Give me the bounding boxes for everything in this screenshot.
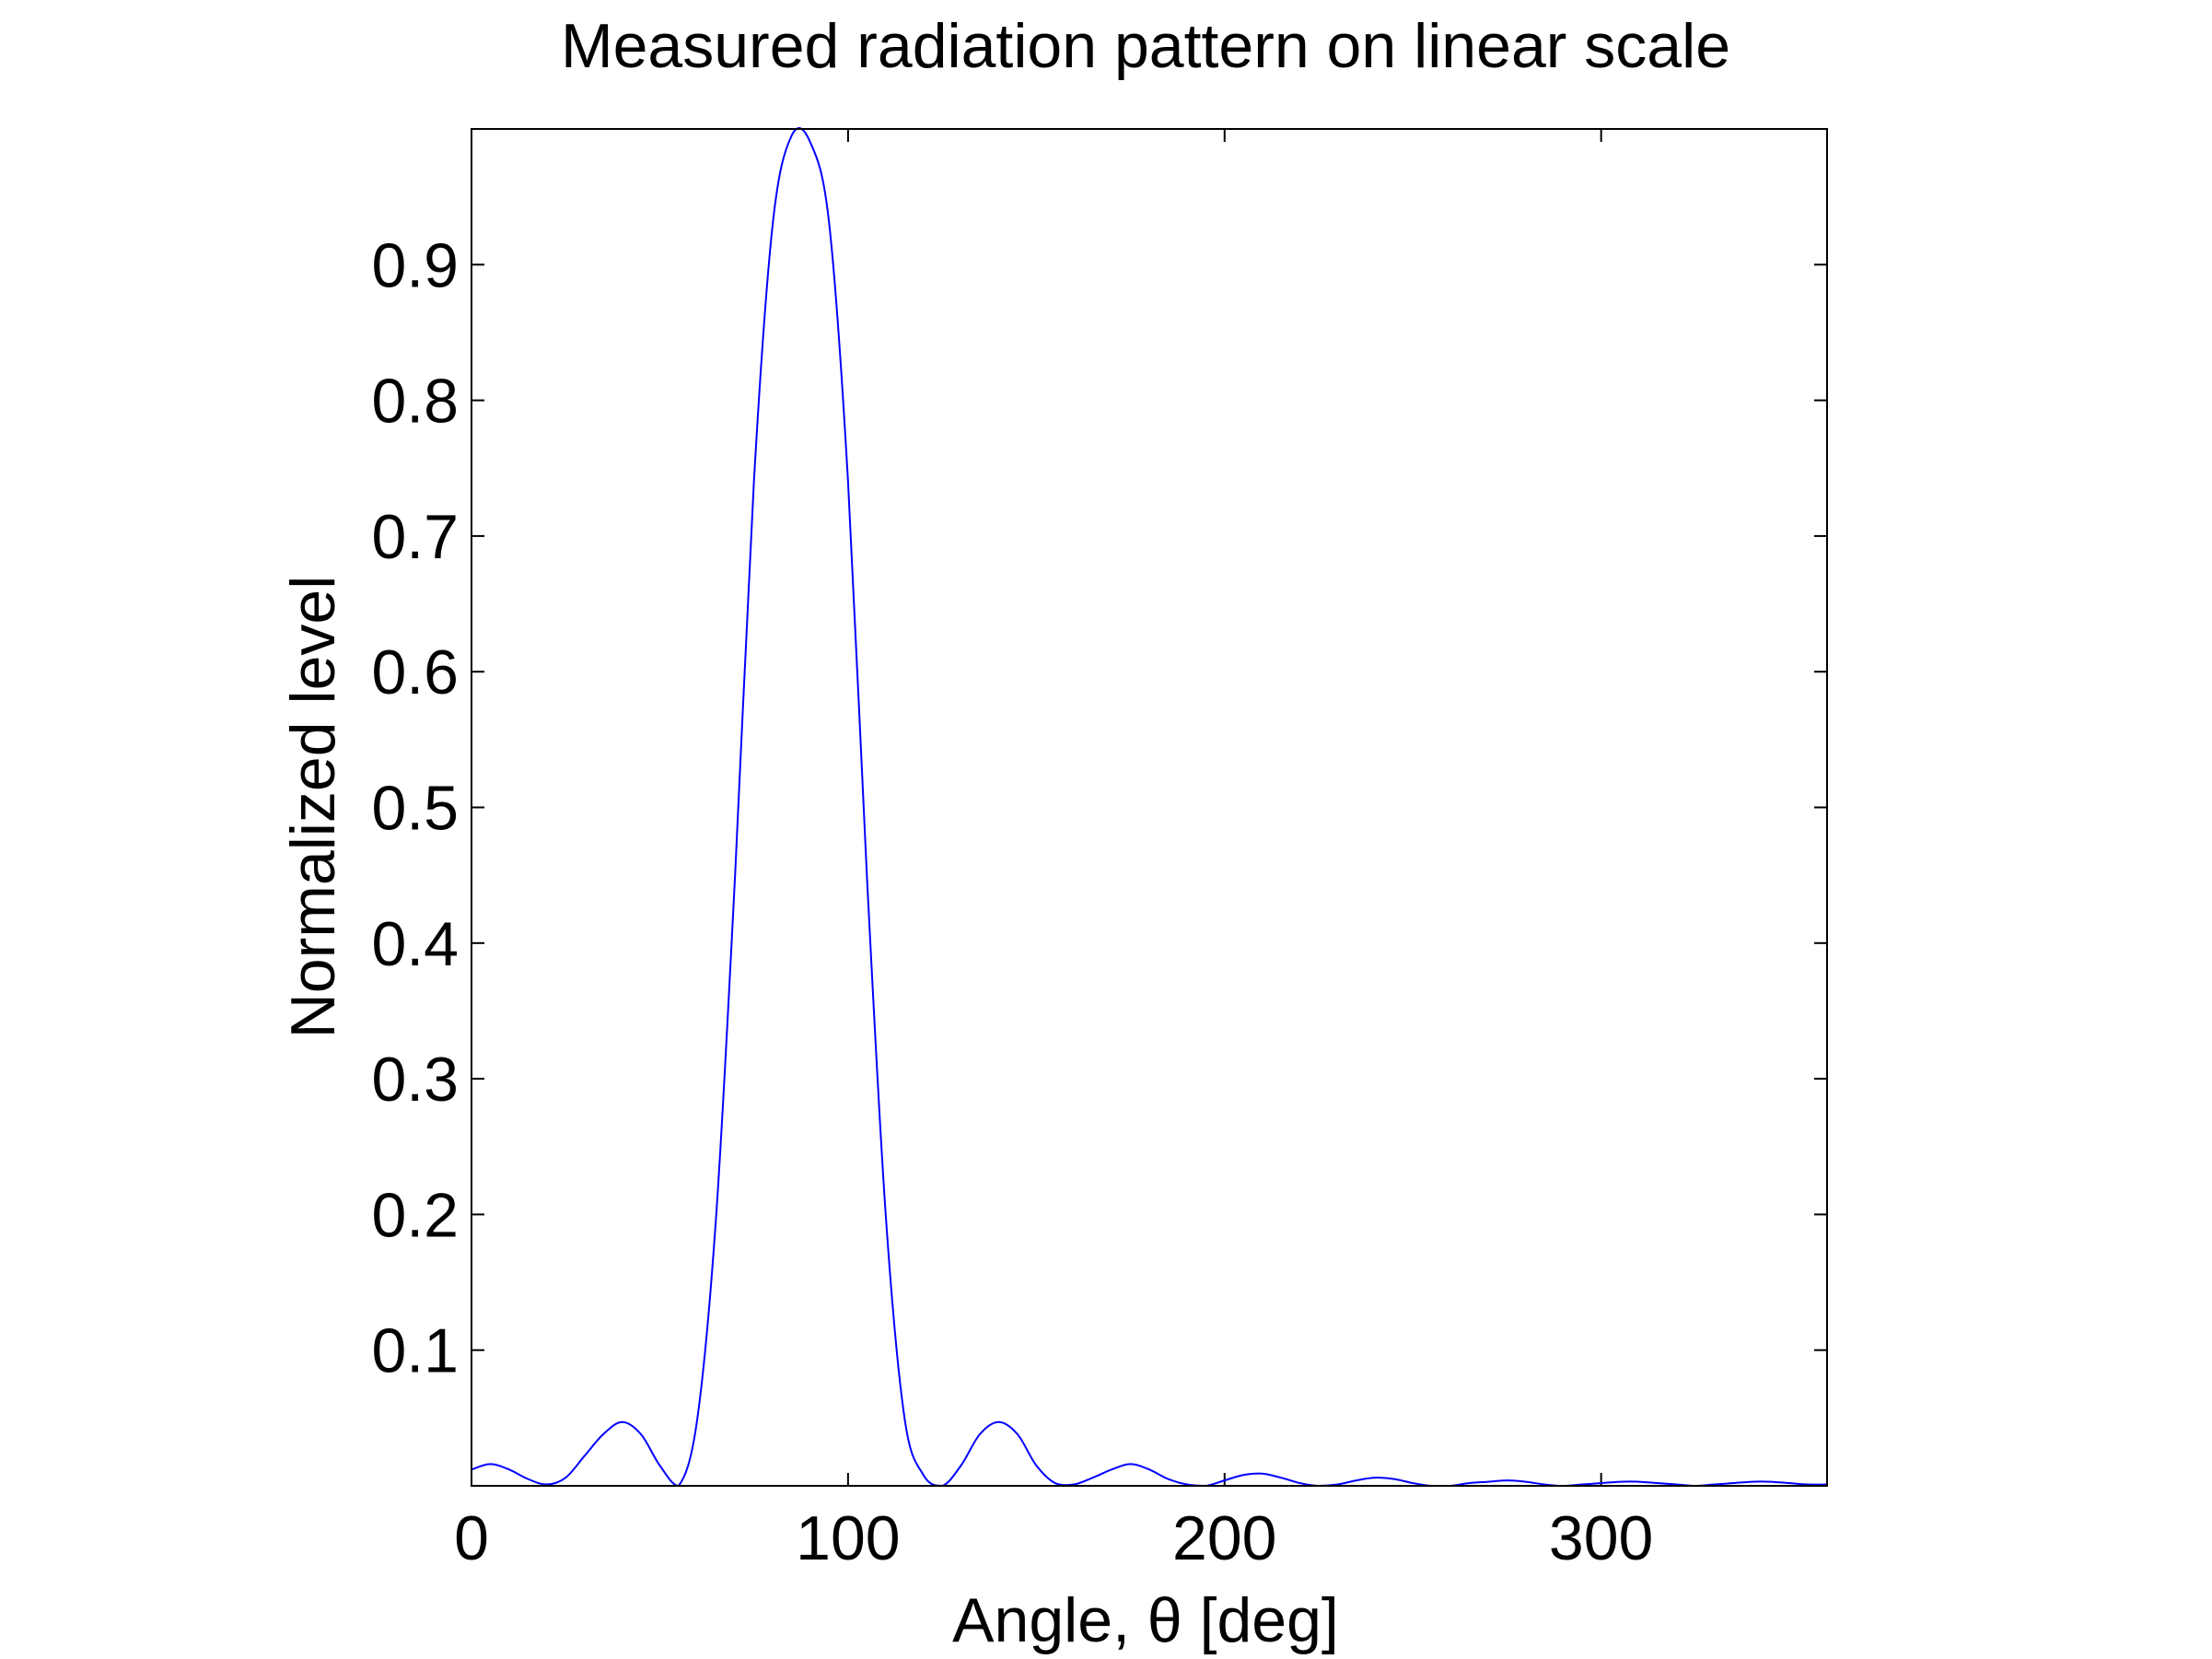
y-tick-label: 0.1 [371,1316,459,1386]
x-tick-label: 0 [454,1503,489,1573]
y-axis-ticks: 0.1 0.2 0.3 0.4 0.5 0.6 0.7 0.8 0.9 [371,230,1827,1386]
y-tick-label: 0.7 [371,502,459,572]
y-tick-label: 0.4 [371,909,459,979]
x-tick-label: 200 [1172,1503,1276,1573]
y-tick-label: 0.9 [371,230,459,300]
chart-title: Measured radiation pattern on linear sca… [561,11,1730,81]
x-axis-ticks: 0 100 200 300 [454,129,1653,1573]
y-tick-label: 0.5 [371,774,459,844]
plot-frame [471,128,1828,1487]
y-tick-label: 0.8 [371,367,459,437]
y-tick-label: 0.2 [371,1180,459,1250]
y-axis-label: Normalized level [278,576,348,1039]
x-axis-label: Angle, θ [deg] [952,1585,1339,1655]
x-tick-label: 100 [796,1503,900,1573]
y-tick-label: 0.3 [371,1045,459,1115]
y-tick-label: 0.6 [371,637,459,707]
x-tick-label: 300 [1549,1503,1653,1573]
